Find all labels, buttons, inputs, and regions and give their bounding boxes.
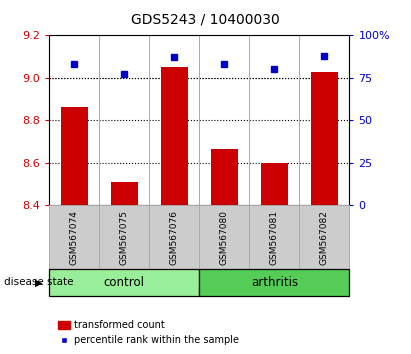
- Bar: [210, 149, 238, 205]
- Text: GDS5243 / 10400030: GDS5243 / 10400030: [131, 12, 280, 27]
- Text: GSM567080: GSM567080: [220, 210, 229, 265]
- Text: GSM567076: GSM567076: [170, 210, 179, 265]
- Bar: [261, 163, 288, 205]
- Text: arthritis: arthritis: [251, 276, 298, 289]
- Bar: [60, 107, 88, 205]
- Bar: [149, 205, 199, 269]
- Bar: [199, 205, 249, 269]
- Text: GSM567082: GSM567082: [320, 210, 329, 265]
- Bar: [161, 67, 188, 205]
- Bar: [199, 269, 349, 296]
- Bar: [311, 72, 338, 205]
- Bar: [111, 182, 138, 205]
- Text: control: control: [104, 276, 145, 289]
- Text: GSM567074: GSM567074: [70, 210, 79, 265]
- Bar: [49, 269, 199, 296]
- Bar: [99, 205, 149, 269]
- Text: GSM567075: GSM567075: [120, 210, 129, 265]
- Legend: transformed count, percentile rank within the sample: transformed count, percentile rank withi…: [54, 316, 242, 349]
- Text: ▶: ▶: [35, 277, 43, 287]
- Text: disease state: disease state: [4, 277, 74, 287]
- Text: GSM567081: GSM567081: [270, 210, 279, 265]
- Bar: [49, 205, 99, 269]
- Bar: [249, 205, 299, 269]
- Bar: [299, 205, 349, 269]
